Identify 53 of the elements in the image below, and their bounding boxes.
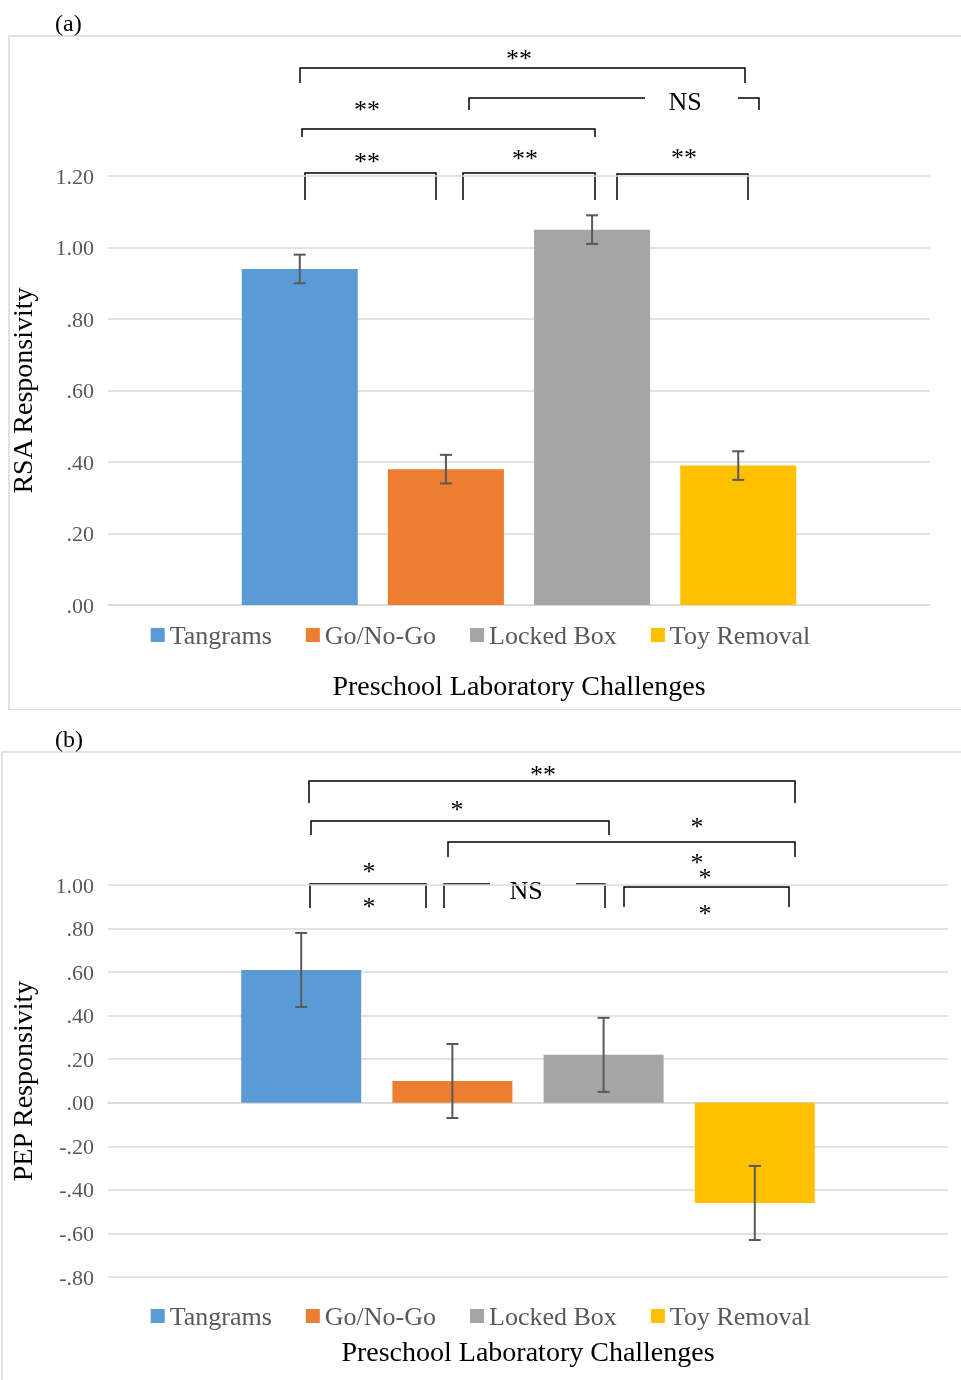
y-tick-label: .80 bbox=[66, 306, 94, 332]
bar bbox=[694, 1102, 815, 1203]
bar bbox=[241, 268, 358, 605]
text: NS bbox=[668, 86, 702, 116]
bar bbox=[534, 229, 651, 605]
legend-label: Toy Removal bbox=[669, 1301, 811, 1331]
text: ** bbox=[354, 146, 380, 176]
bar bbox=[241, 969, 362, 1103]
annotation: * bbox=[362, 856, 376, 886]
legend-label: Locked Box bbox=[489, 620, 617, 650]
legend-label: Go/No-Go bbox=[324, 1301, 437, 1331]
y-tick-label: -.20 bbox=[59, 1133, 94, 1159]
text: ** bbox=[530, 759, 556, 789]
annotation: * bbox=[698, 898, 712, 928]
x-axis-title: Preschool Laboratory Challenges bbox=[332, 669, 706, 701]
legend-label: Tangrams bbox=[169, 1301, 272, 1331]
y-tick-label: .60 bbox=[66, 378, 94, 403]
y-tick-label: .60 bbox=[66, 959, 94, 985]
text: ** bbox=[354, 94, 380, 124]
legend-label: Go/No-Go bbox=[324, 620, 437, 650]
annotation: * bbox=[362, 891, 376, 921]
chart-title: (b) bbox=[55, 726, 83, 752]
y-tick-label: 1.20 bbox=[55, 163, 94, 189]
y-tick-label: .00 bbox=[66, 1090, 94, 1116]
text: * bbox=[690, 811, 704, 841]
y-tick-label: .80 bbox=[66, 916, 94, 942]
legend-label: Tangrams bbox=[169, 620, 272, 650]
y-tick-label: .20 bbox=[66, 521, 94, 546]
y-tick-label: -.60 bbox=[59, 1220, 94, 1246]
y-tick-label: 1.00 bbox=[55, 872, 94, 898]
bar bbox=[392, 1081, 513, 1103]
text: * bbox=[450, 794, 464, 824]
y-tick-label: 1.00 bbox=[55, 235, 94, 260]
bar bbox=[543, 1054, 664, 1103]
y-tick-label: -.40 bbox=[59, 1177, 94, 1203]
y-tick-label: .20 bbox=[66, 1046, 94, 1072]
y-tick-label: .40 bbox=[66, 1003, 94, 1029]
bar bbox=[680, 465, 797, 605]
y-axis-title: PEP Responsivity bbox=[6, 980, 38, 1182]
y-tick-label: .00 bbox=[66, 592, 94, 618]
bar bbox=[387, 469, 504, 605]
text: ** bbox=[506, 43, 532, 73]
legend-label: Locked Box bbox=[489, 1301, 617, 1331]
annotation: NS bbox=[509, 875, 543, 905]
chart-title: (a) bbox=[55, 10, 82, 36]
y-tick-label: -.80 bbox=[59, 1264, 94, 1290]
y-axis-title: RSA Responsivity bbox=[6, 287, 38, 494]
text: ** bbox=[671, 142, 697, 172]
y-tick-label: .40 bbox=[66, 449, 94, 475]
text: ** bbox=[512, 143, 538, 173]
legend-label: Toy Removal bbox=[669, 620, 811, 650]
x-axis-title: Preschool Laboratory Challenges bbox=[341, 1335, 715, 1367]
annotation: ** bbox=[690, 847, 712, 892]
